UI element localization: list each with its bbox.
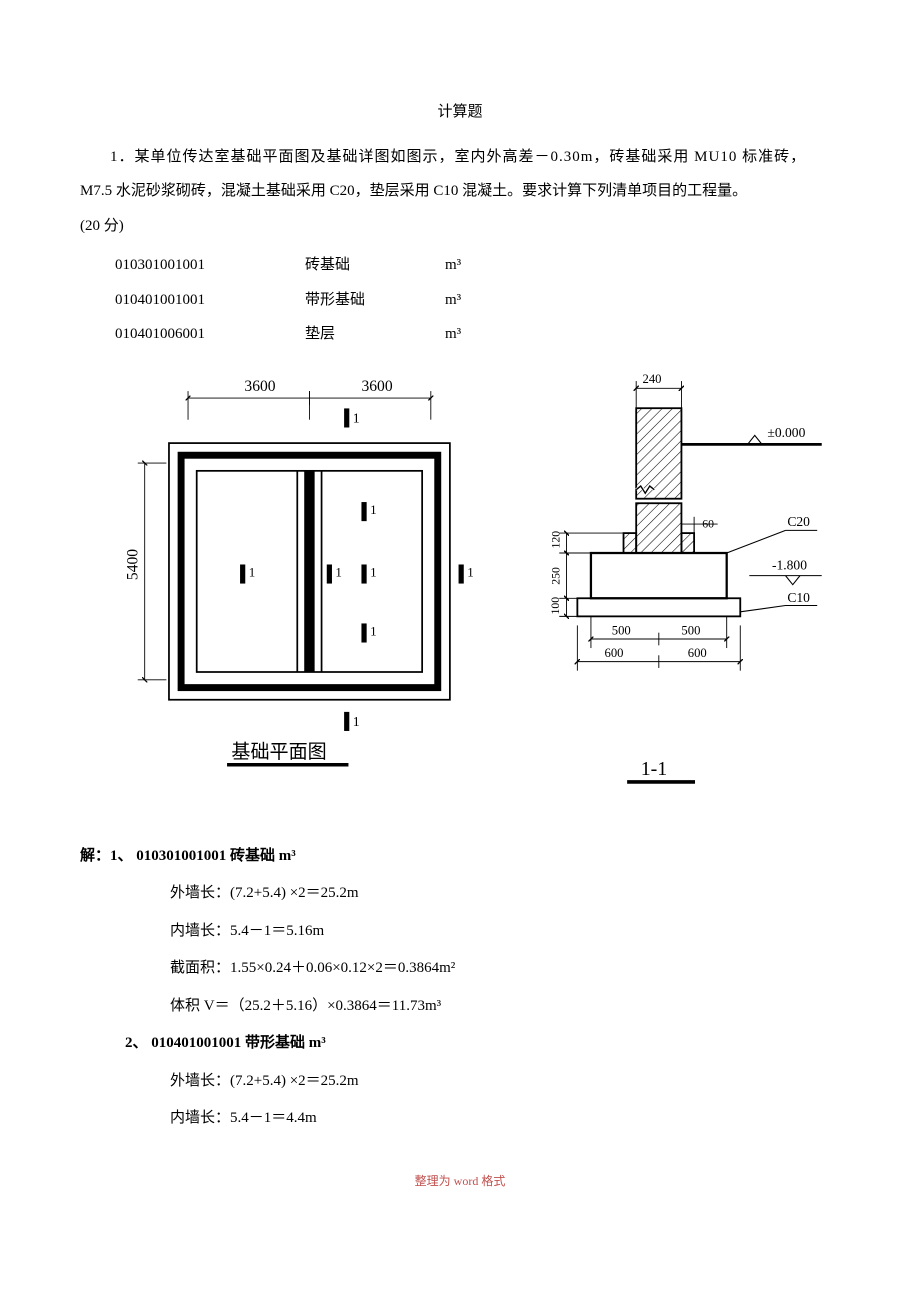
section-mark: 1 (467, 564, 474, 579)
dim-60: 60 (702, 517, 714, 530)
item-unit: m³ (445, 283, 485, 318)
item-unit: m³ (445, 248, 485, 283)
dim-120: 120 (549, 530, 562, 548)
section-caption: 1-1 (641, 757, 668, 779)
label-c20: C20 (788, 513, 811, 528)
problem-line2: M7.5 水泥砂浆砌砖，混凝土基础采用 C20，垫层采用 C10 混凝土。要求计… (80, 174, 840, 209)
solution-h2: 2、 010401001001 带形基础 m³ (125, 1025, 840, 1063)
elev-zero: ±0.000 (768, 425, 806, 440)
solution-line: 外墙长：(7.2+5.4) ×2＝25.2m (170, 1063, 840, 1101)
page-root: 计算题 1．某单位传达室基础平面图及基础详图如图示，室内外高差－0.30m，砖基… (0, 0, 920, 1235)
dim-600: 600 (605, 646, 624, 660)
dim-500: 500 (682, 623, 701, 637)
section-mark: 1 (353, 411, 360, 426)
dim-250: 250 (549, 566, 562, 584)
plan-caption: 基础平面图 (231, 740, 326, 762)
item-name: 带形基础 (305, 283, 385, 318)
item-table: 010301001001 砖基础 m³ 010401001001 带形基础 m³… (115, 248, 840, 352)
section-mark: 1 (335, 564, 342, 579)
solution-line: 内墙长：5.4－1＝5.16m (170, 913, 840, 951)
section-mark: 1 (249, 564, 256, 579)
label-c10: C10 (788, 589, 811, 604)
dim-240: 240 (643, 372, 662, 386)
problem-line3: (20 分) (80, 209, 840, 244)
section-mark: 1 (370, 623, 377, 638)
table-row: 010401001001 带形基础 m³ (115, 283, 840, 318)
dim-3600: 3600 (361, 378, 392, 395)
solution-line: 体积 V＝（25.2＋5.16）×0.3864＝11.73m³ (170, 988, 840, 1026)
item-code: 010301001001 (115, 248, 245, 283)
solution-line: 截面积：1.55×0.24＋0.06×0.12×2＝0.3864m² (170, 950, 840, 988)
footer: 整理为 word 格式 (80, 1168, 840, 1196)
solution-h1: 解：1、 010301001001 砖基础 m³ (80, 838, 840, 876)
item-code: 010401006001 (115, 317, 245, 352)
figures: 3600 3600 1 5400 (110, 372, 840, 788)
section-figure: 240 ±0.000 60 (514, 372, 840, 788)
dim-3600: 3600 (244, 378, 275, 395)
problem-line1: 1．某单位传达室基础平面图及基础详图如图示，室内外高差－0.30m，砖基础采用 … (80, 140, 840, 175)
dim-500: 500 (612, 623, 631, 637)
item-unit: m³ (445, 317, 485, 352)
table-row: 010401006001 垫层 m³ (115, 317, 840, 352)
table-row: 010301001001 砖基础 m³ (115, 248, 840, 283)
solution-line: 外墙长：(7.2+5.4) ×2＝25.2m (170, 875, 840, 913)
solution-line: 内墙长：5.4－1＝4.4m (170, 1100, 840, 1138)
item-name: 垫层 (305, 317, 385, 352)
dim-100: 100 (549, 596, 562, 614)
section-mark: 1 (353, 714, 360, 729)
dim-600: 600 (688, 646, 707, 660)
section-mark: 1 (370, 564, 377, 579)
plan-figure: 3600 3600 1 5400 (110, 372, 474, 771)
dim-5400: 5400 (125, 548, 142, 579)
elev-minus: -1.800 (772, 557, 807, 572)
item-name: 砖基础 (305, 248, 385, 283)
solution: 解：1、 010301001001 砖基础 m³ 外墙长：(7.2+5.4) ×… (80, 838, 840, 1138)
title: 计算题 (80, 95, 840, 130)
problem-text: 1．某单位传达室基础平面图及基础详图如图示，室内外高差－0.30m，砖基础采用 … (80, 140, 840, 244)
item-code: 010401001001 (115, 283, 245, 318)
section-mark: 1 (370, 502, 377, 517)
